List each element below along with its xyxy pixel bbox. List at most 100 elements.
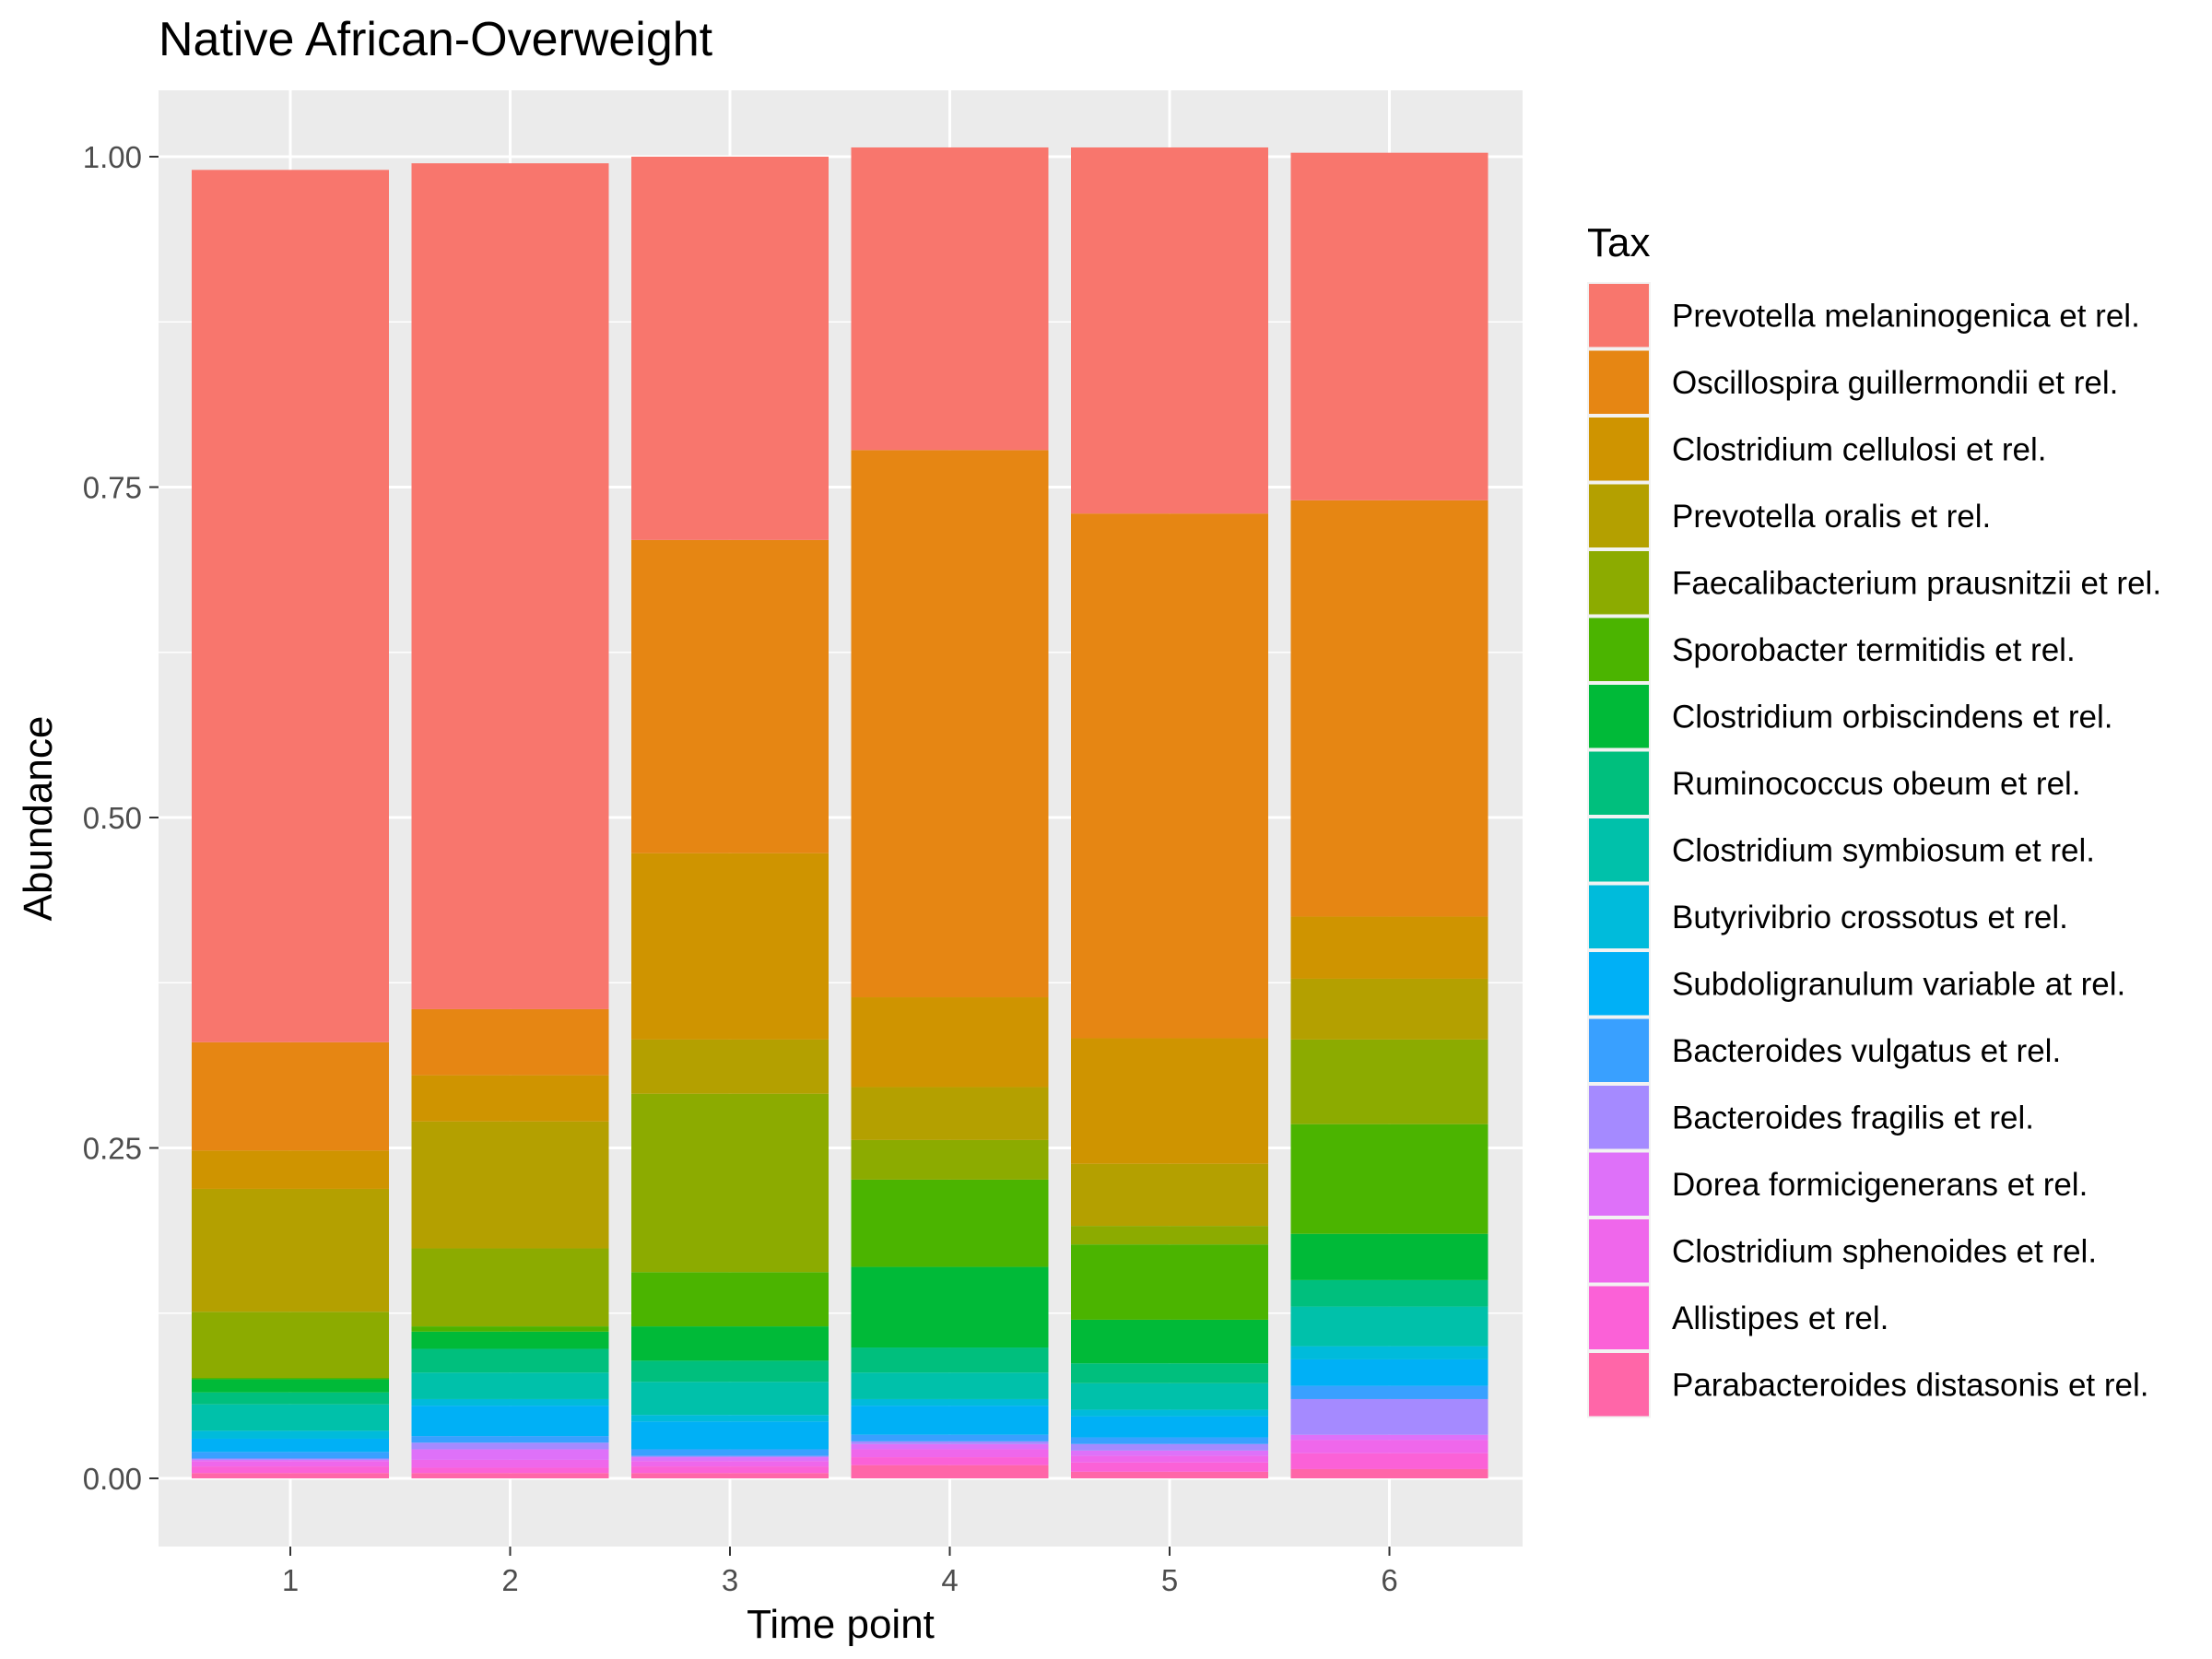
bar-segment [1071,1038,1268,1164]
bar-segment [411,1326,609,1332]
legend-swatch [1589,1219,1649,1283]
bar-segment [192,1458,389,1460]
legend-swatch [1589,1286,1649,1349]
bar-segment [192,1392,389,1405]
bar-segment [631,1455,829,1458]
bar-segment [411,1459,609,1468]
legend-entry-label: Clostridium orbiscindens et rel. [1672,699,2113,735]
bar-segment [631,1457,829,1462]
bar-segment [631,1415,829,1422]
bar-segment [1290,152,1488,500]
bar-segment [192,1312,389,1379]
bar-segment [1071,1244,1268,1320]
legend-swatch [1589,1018,1649,1082]
y-tick-label: 1.00 [83,140,142,174]
legend-swatch [1589,418,1649,481]
bar-segment [411,1473,609,1478]
bar-segment [1071,1363,1268,1383]
bar-segment [1071,1455,1268,1463]
y-tick-label: 0.75 [83,471,142,505]
bar-segment [631,853,829,1040]
bar-segment [1290,1385,1488,1399]
bar-segment [851,1139,1049,1180]
bar-segment [1290,916,1488,979]
y-tick-label: 0.00 [83,1462,142,1496]
bar-segment [631,1093,829,1273]
bar-segment [192,170,389,1042]
legend-swatch [1589,952,1649,1016]
bar-segment [851,450,1049,998]
x-tick-label: 6 [1381,1563,1397,1597]
bar-segment [192,1378,389,1380]
bar-segment [851,1434,1049,1441]
legend-swatch [1589,885,1649,948]
legend-entry-label: Parabacteroides distasonis et rel. [1672,1367,2149,1403]
x-axis-title: Time point [747,1602,935,1647]
bar-segment [631,1421,829,1450]
bar-segment [631,1326,829,1361]
bar-segment [1290,1434,1488,1441]
bar-segment [851,1398,1049,1406]
bar-segment [1071,1471,1268,1478]
legend-entry-label: Subdoligranulum variable at rel. [1672,966,2125,1002]
bar-segment [1290,1233,1488,1280]
legend-entry-label: Bacteroides vulgatus et rel. [1672,1033,2061,1069]
bar-segment [1290,1468,1488,1478]
legend-swatch [1589,484,1649,547]
bar-segment [631,1360,829,1382]
bar-segment [631,1039,829,1094]
legend-swatch [1589,618,1649,681]
bar-segment [1071,1443,1268,1451]
bar-segment [1290,1279,1488,1307]
bar-segment [1071,1416,1268,1438]
legend-title: Tax [1587,220,1650,265]
bar-segment [411,1442,609,1450]
legend: Tax Prevotella melaninogenica et rel. Osc… [1587,220,2161,1418]
legend-entry-label: Prevotella oralis et rel. [1672,499,1991,535]
bar-segment [1071,1462,1268,1472]
x-tick-label: 5 [1161,1563,1178,1597]
bar-segment [1290,978,1488,1040]
bar-segment [1071,1409,1268,1417]
axes: 0.00 0.25 0.50 0.75 1.00 1 2 3 4 5 6 [83,140,1398,1597]
bar-segment [192,1438,389,1453]
bar-segment [411,1075,609,1122]
bar-segment [851,147,1049,451]
legend-entry-label: Ruminococcus obeum et rel. [1672,766,2081,802]
bar-segment [1290,1398,1488,1435]
x-tick-label: 4 [941,1563,958,1597]
y-axis-title: Abundance [16,716,61,922]
bar-segment [851,1266,1049,1348]
legend-swatch [1589,1152,1649,1216]
bar-segment [192,1473,389,1478]
legend-swatch [1589,685,1649,748]
x-tick-label: 3 [722,1563,738,1597]
bar-segment [1071,1382,1268,1410]
legend-entry-label: Prevotella melaninogenica et rel. [1672,298,2140,334]
legend-swatch [1589,551,1649,615]
bar-segment [851,1087,1049,1140]
legend-entry-label: Clostridium symbiosum et rel. [1672,832,2095,868]
bar-segment [631,1272,829,1327]
bar-segment [192,1150,389,1189]
bar-segment [192,1466,389,1474]
bar-segment [411,163,609,1009]
bar-segment [851,1449,1049,1458]
legend-swatch [1589,818,1649,882]
bar-segment [851,1372,1049,1399]
bar-segment [1290,1453,1488,1469]
bar-segment [192,1404,389,1431]
chart-title: Native African-Overweight [159,13,713,66]
bar-segment [192,1459,389,1462]
legend-swatch [1589,1353,1649,1417]
bar-segment [411,1449,609,1460]
y-tick-label: 0.50 [83,801,142,835]
bar-segment [1290,1346,1488,1359]
bar-segment [1290,1039,1488,1124]
bar-segment [411,1372,609,1399]
bar-segment [851,1457,1049,1465]
bar-segment [1071,1319,1268,1364]
bar-segment [1290,1359,1488,1386]
bar-segment [192,1041,389,1151]
